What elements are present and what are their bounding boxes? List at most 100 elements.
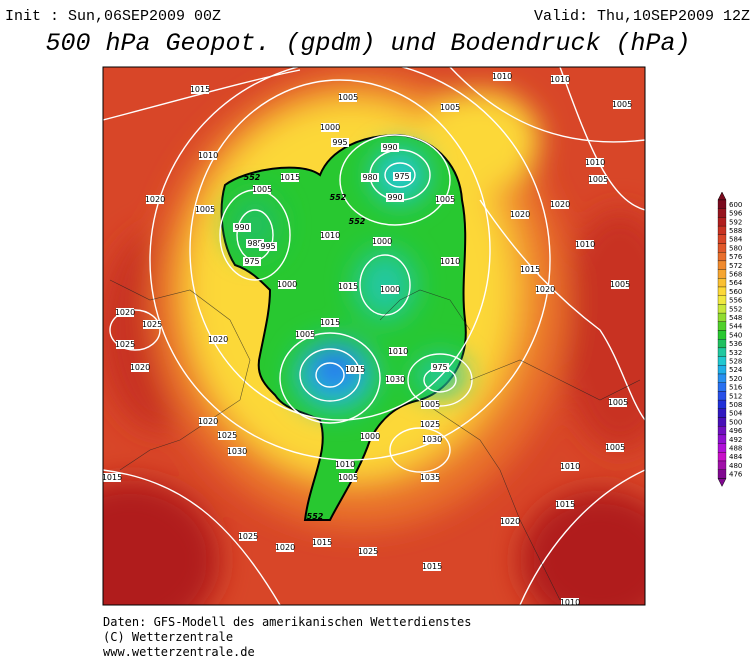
- isobar-label-box: [373, 237, 391, 246]
- isobar-label: 1020: [130, 363, 150, 372]
- isobar-label: 1025: [420, 420, 440, 429]
- isobar-label-box: [143, 320, 161, 329]
- isobar-label-box: [209, 335, 227, 344]
- isobar-label-box: [321, 123, 339, 132]
- isobar-label: 1030: [227, 447, 247, 456]
- isobar-label-box: [233, 223, 251, 232]
- isobar-label: 1020: [198, 417, 218, 426]
- colorbar-segment: [717, 382, 727, 392]
- isobar-label: 1020: [115, 308, 135, 317]
- isobar-label: 985: [247, 239, 262, 248]
- isobar-label: 1005: [195, 205, 215, 214]
- isobar-label-box: [253, 185, 271, 194]
- colorbar-label: 568: [729, 270, 742, 278]
- isobar-label-box: [146, 195, 164, 204]
- valid-time: Valid: Thu,10SEP2009 12Z: [534, 8, 750, 25]
- colorbar-segment: [717, 217, 727, 227]
- colorbar-segment: [717, 225, 727, 235]
- isobar-label: 1020: [550, 200, 570, 209]
- colorbar-segment: [717, 469, 727, 479]
- isobar-label: 1010: [560, 598, 580, 607]
- map-area: 1015 1005 1010 1010 1005 1000 995 990 1010 1015 10…: [103, 67, 645, 607]
- colorbar-label: 484: [729, 453, 743, 461]
- isobar-label: 1000: [380, 285, 400, 294]
- map-frame: [102, 66, 646, 606]
- isobar-label-box: [199, 417, 217, 426]
- isobar-label-box: [199, 151, 217, 160]
- isobar-label-box: [386, 375, 404, 384]
- isobar-label-box: [381, 285, 399, 294]
- colorbar-bottom-arrow: [717, 478, 727, 487]
- colorbar-segment: [717, 339, 727, 349]
- isobar-label-box: [551, 75, 569, 84]
- isobar-label-box: [339, 282, 357, 291]
- isobar-label-box: [336, 460, 354, 469]
- isobar-label: 1010: [492, 72, 512, 81]
- isobar-label-box: [361, 173, 379, 182]
- map-labels: 1015 1005 1010 1010 1005 1000 995 990 1010 1015 10…: [103, 72, 632, 607]
- colorbar-segment: [717, 399, 727, 409]
- isobar-label-box: [321, 231, 339, 240]
- isobar-label: 975: [432, 363, 447, 372]
- isobar-label: 1020: [510, 210, 530, 219]
- colorbar-label: 496: [729, 427, 743, 435]
- isobar-label: 1010: [560, 462, 580, 471]
- colorbar-label: 588: [729, 227, 742, 235]
- colorbar-segment: [717, 330, 727, 340]
- isobar-label: 1020: [500, 517, 520, 526]
- colorbar-segment: [717, 243, 727, 253]
- height-label: 552: [307, 512, 324, 521]
- isobar-label: 1015: [338, 282, 358, 291]
- colorbar-segment: [717, 321, 727, 331]
- isobar-label: 1000: [360, 432, 380, 441]
- isobar-label: 1015: [422, 562, 442, 571]
- isobar-label: 1010: [575, 240, 595, 249]
- isobar-label-box: [103, 473, 121, 482]
- colorbar-segment: [717, 286, 727, 296]
- colorbar-label: 540: [729, 331, 742, 339]
- colorbar-segment: [717, 452, 727, 462]
- isobar-label-box: [423, 435, 441, 444]
- isobar-label: 1005: [252, 185, 272, 194]
- isobar-label: 1005: [588, 175, 608, 184]
- isobar-label: 1030: [385, 375, 405, 384]
- isobar-label-box: [296, 330, 314, 339]
- height-label: 552: [330, 193, 347, 202]
- isobar-label: 1015: [520, 265, 540, 274]
- colorbar-segment: [717, 312, 727, 322]
- colorbar-segment: [717, 443, 727, 453]
- isobar-label-box: [421, 420, 439, 429]
- colorbar-label: 508: [729, 401, 742, 409]
- isobar-label-box: [359, 547, 377, 556]
- isobar-label-box: [441, 103, 459, 112]
- isobar-label-box: [339, 93, 357, 102]
- colorbar-label: 600: [729, 201, 742, 209]
- isobar-label: 1015: [555, 500, 575, 509]
- isobar-label: 1025: [358, 547, 378, 556]
- isobar-label: 1015: [190, 85, 210, 94]
- colorbar-label: 592: [729, 218, 742, 226]
- isobar-label: 1000: [372, 237, 392, 246]
- colorbar-label: 536: [729, 340, 743, 348]
- isobar-label: 1015: [320, 318, 340, 327]
- isobar-label-box: [606, 443, 624, 452]
- isobar-label: 1010: [335, 460, 355, 469]
- isobar-label-box: [431, 363, 449, 372]
- colorbar-label: 560: [729, 288, 742, 296]
- isobar-label-box: [218, 431, 236, 440]
- isobar-label: 1025: [115, 340, 135, 349]
- isobar-label-box: [386, 193, 404, 202]
- colorbar-segment: [717, 434, 727, 444]
- isobar-label: 1015: [312, 538, 332, 547]
- colorbar-label: 528: [729, 357, 742, 365]
- colorbar-segment: [717, 460, 727, 470]
- isobar-label-box: [239, 532, 257, 541]
- isobar-label-box: [556, 500, 574, 509]
- isobar-label: 1010: [440, 257, 460, 266]
- footer-url: www.wetterzentrale.de: [103, 645, 255, 659]
- colorbar-label: 548: [729, 314, 742, 322]
- colorbar-segment: [717, 417, 727, 427]
- isobar-label: 1010: [388, 347, 408, 356]
- colorbar-label: 524: [729, 366, 743, 374]
- isobar-label-box: [441, 257, 459, 266]
